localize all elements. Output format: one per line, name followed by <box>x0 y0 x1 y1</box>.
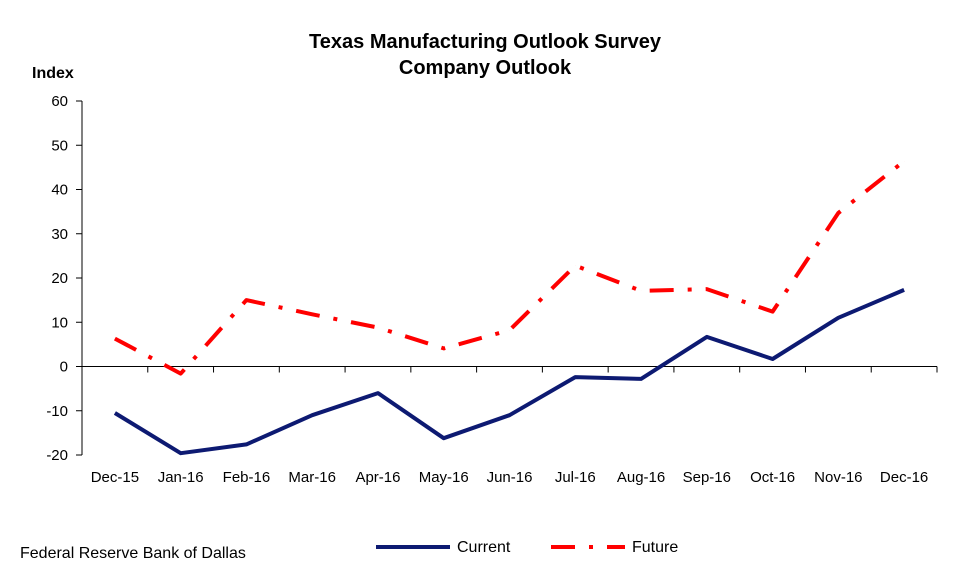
x-tick-label: May-16 <box>419 469 469 486</box>
x-tick-label: Oct-16 <box>750 469 795 486</box>
x-tick-label: Jul-16 <box>555 469 596 486</box>
x-tick-label: Aug-16 <box>617 469 665 486</box>
x-tick-label: Jan-16 <box>158 469 204 486</box>
series-layer <box>113 159 906 456</box>
legend: Current Future <box>376 539 678 556</box>
x-tick-label: Sep-16 <box>683 469 731 486</box>
y-axis-label: Index <box>32 65 74 82</box>
y-tick-label: 30 <box>51 226 68 243</box>
legend-label-future: Future <box>632 539 678 556</box>
y-tick-label: -10 <box>46 403 68 420</box>
x-tick-label: Apr-16 <box>355 469 400 486</box>
axes: -20 -10 0 10 20 30 40 50 60 Dec-15 Jan-16 Feb-16 Mar… <box>46 93 938 486</box>
y-tick-label: 10 <box>51 314 68 331</box>
x-tick-label: Dec-15 <box>91 469 139 486</box>
source-note: Federal Reserve Bank of Dallas <box>20 545 246 562</box>
y-tick-label: 40 <box>51 182 68 199</box>
x-tick-label: Feb-16 <box>223 469 271 486</box>
y-tick-label: -20 <box>46 447 68 464</box>
x-tick-label: Nov-16 <box>814 469 862 486</box>
y-tick-label: 60 <box>51 93 68 110</box>
x-tick-label: Dec-16 <box>880 469 928 486</box>
y-tick-label: 20 <box>51 270 68 287</box>
series-line-future <box>113 159 906 376</box>
chart-subtitle: Company Outlook <box>399 57 572 79</box>
y-tick-label: 0 <box>60 359 68 376</box>
chart-title: Texas Manufacturing Outlook Survey <box>309 31 662 53</box>
x-tick-label: Jun-16 <box>487 469 533 486</box>
y-tick-label: 50 <box>51 137 68 154</box>
x-tick-label: Mar-16 <box>288 469 336 486</box>
legend-label-current: Current <box>457 539 511 556</box>
